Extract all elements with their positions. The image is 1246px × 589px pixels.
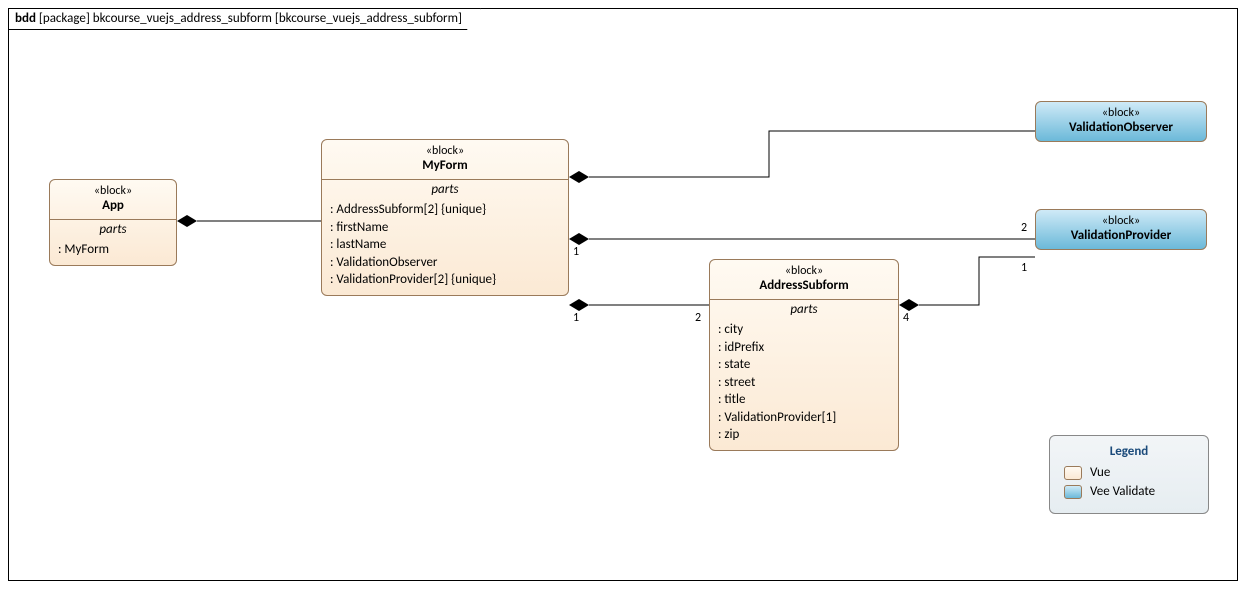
block-vobs-head: «block» ValidationObserver <box>1036 102 1206 141</box>
legend-swatch-vee <box>1064 485 1082 499</box>
block-app-part-0: : MyForm <box>58 241 168 259</box>
block-app-stereotype: «block» <box>56 184 170 198</box>
mult-myform-vprov-dst: 2 <box>1021 221 1027 235</box>
mult-addr-vprov-dst: 1 <box>1021 261 1027 275</box>
block-addr-part-4: : title <box>718 391 890 409</box>
block-addr-part-5: : ValidationProvider[1] <box>718 409 890 427</box>
block-myform-parts: : AddressSubform[2] {unique} : firstName… <box>322 199 568 295</box>
block-vprov: «block» ValidationProvider <box>1035 209 1207 250</box>
legend-swatch-vue <box>1064 466 1082 480</box>
block-addr-stereotype: «block» <box>716 264 892 278</box>
block-myform-part-1: : firstName <box>330 219 560 237</box>
frame-title-tab: bdd [package] bkcourse_vuejs_address_sub… <box>8 8 481 30</box>
block-addr-part-3: : street <box>718 374 890 392</box>
block-vprov-stereotype: «block» <box>1042 214 1200 228</box>
edge-addr-vprov <box>899 257 1035 311</box>
block-addr-part-6: : zip <box>718 426 890 444</box>
frame-context: [package] bkcourse_vuejs_address_subform… <box>39 11 462 26</box>
block-addr-part-0: : city <box>718 321 890 339</box>
block-app-head: «block» App <box>50 180 176 220</box>
block-app: «block» App parts : MyForm <box>49 179 177 266</box>
legend: Legend Vue Vee Validate <box>1049 435 1209 514</box>
block-vobs-stereotype: «block» <box>1042 106 1200 120</box>
block-vobs: «block» ValidationObserver <box>1035 101 1207 142</box>
block-myform: «block» MyForm parts : AddressSubform[2]… <box>321 139 569 296</box>
edge-myform-vobs <box>569 131 1035 183</box>
block-addr-parts-title: parts <box>710 300 898 319</box>
block-myform-head: «block» MyForm <box>322 140 568 180</box>
block-addr: «block» AddressSubform parts : city : id… <box>709 259 899 451</box>
block-myform-part-0: : AddressSubform[2] {unique} <box>330 201 560 219</box>
mult-addr-vprov-src: 4 <box>903 311 909 325</box>
block-addr-name: AddressSubform <box>716 278 892 293</box>
legend-row-vee: Vee Validate <box>1064 484 1194 499</box>
block-addr-parts: : city : idPrefix : state : street : tit… <box>710 319 898 450</box>
block-app-name: App <box>56 198 170 213</box>
legend-title: Legend <box>1064 444 1194 459</box>
edge-myform-addr <box>569 299 709 311</box>
edge-app-myform <box>177 215 321 227</box>
block-app-parts: : MyForm <box>50 239 176 265</box>
block-myform-part-2: : lastName <box>330 236 560 254</box>
block-addr-head: «block» AddressSubform <box>710 260 898 300</box>
mult-myform-vprov-src: 1 <box>573 245 579 259</box>
legend-label-vee: Vee Validate <box>1090 484 1155 499</box>
block-addr-part-2: : state <box>718 356 890 374</box>
block-myform-part-3: : ValidationObserver <box>330 254 560 272</box>
block-vprov-head: «block» ValidationProvider <box>1036 210 1206 249</box>
block-addr-part-1: : idPrefix <box>718 339 890 357</box>
block-vobs-name: ValidationObserver <box>1042 120 1200 135</box>
block-myform-stereotype: «block» <box>328 144 562 158</box>
mult-myform-addr-src: 1 <box>573 311 579 325</box>
block-myform-part-4: : ValidationProvider[2] {unique} <box>330 271 560 289</box>
block-myform-parts-title: parts <box>322 180 568 199</box>
mult-myform-addr-dst: 2 <box>695 311 701 325</box>
edge-myform-vprov <box>569 233 1035 245</box>
frame-prefix: bdd <box>15 11 36 26</box>
legend-row-vue: Vue <box>1064 465 1194 480</box>
diagram-frame: bdd [package] bkcourse_vuejs_address_sub… <box>8 8 1238 581</box>
block-myform-name: MyForm <box>328 158 562 173</box>
block-vprov-name: ValidationProvider <box>1042 228 1200 243</box>
legend-label-vue: Vue <box>1090 465 1110 480</box>
block-app-parts-title: parts <box>50 220 176 239</box>
